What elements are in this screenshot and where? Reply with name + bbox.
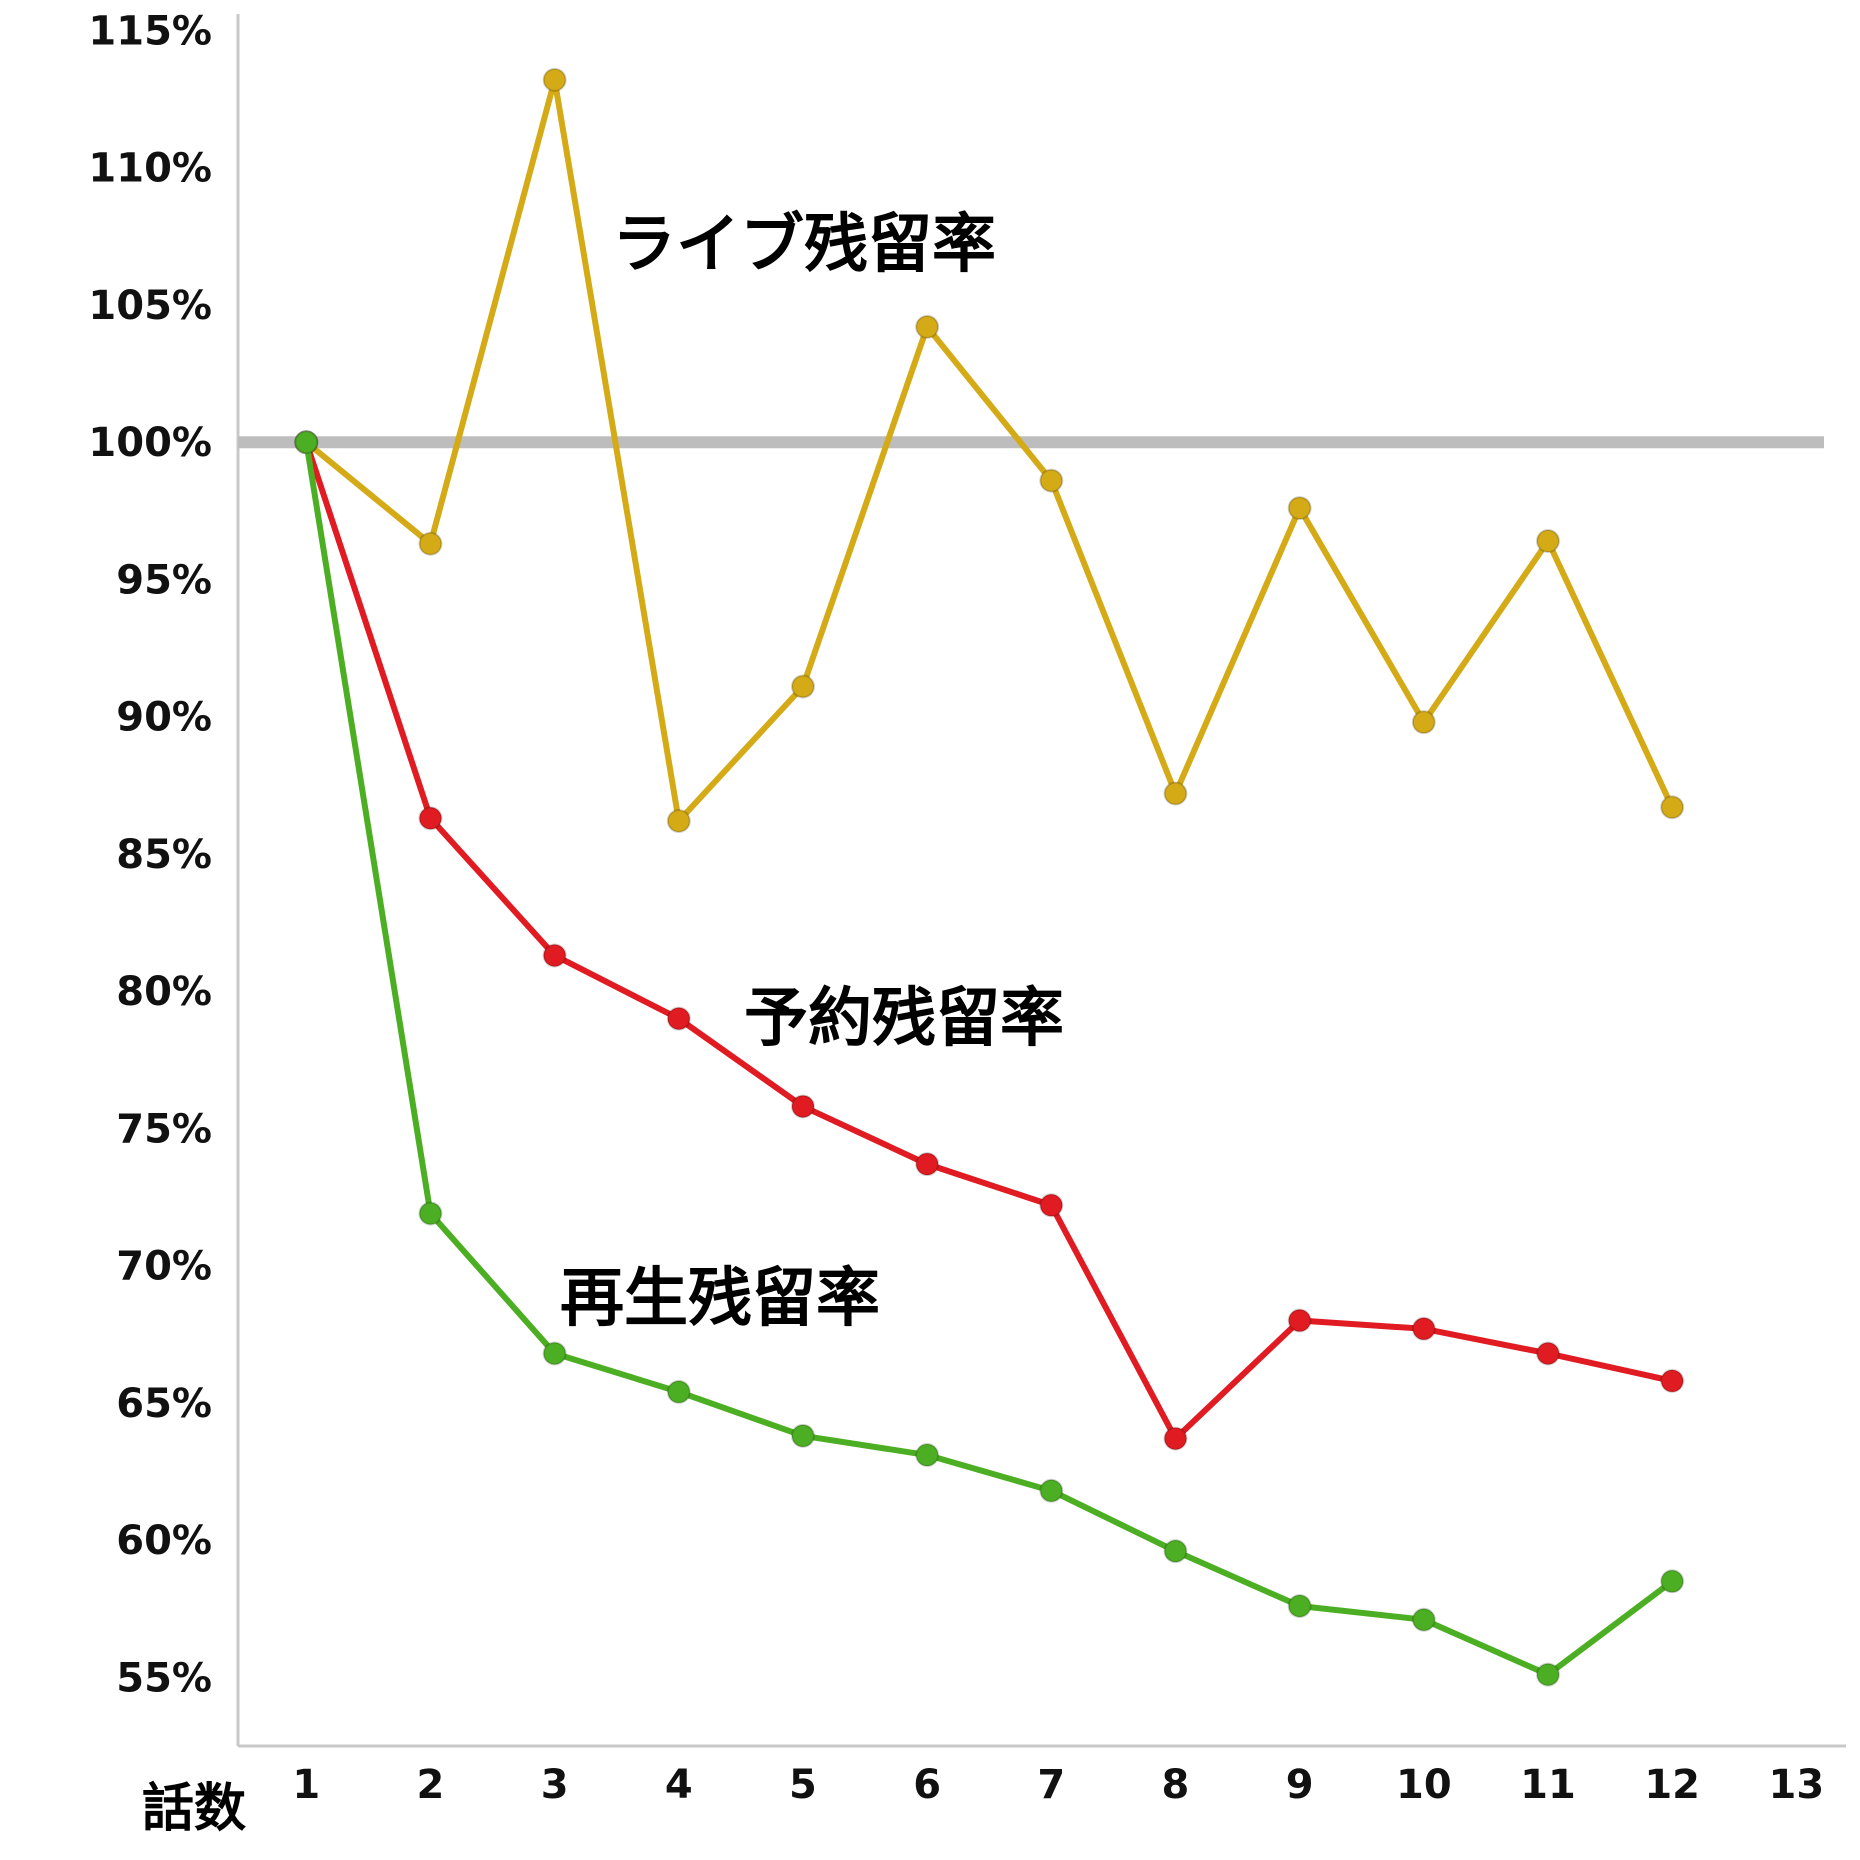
series-line-reservation	[303, 439, 1676, 1442]
y-tick-label: 115%	[88, 8, 212, 54]
data-point-playback	[1660, 1569, 1685, 1594]
data-point-live	[542, 67, 567, 92]
series-labels: ライブ残留率 予約残留率 再生残留率	[560, 208, 1064, 1336]
series-line-live	[303, 76, 1676, 824]
y-tick-label: 95%	[116, 557, 212, 603]
x-axis-title: 話数	[142, 1779, 246, 1839]
series-playback	[294, 430, 1685, 1687]
data-point-playback	[1039, 1478, 1064, 1503]
data-point-live	[418, 531, 443, 556]
data-point-live	[1535, 529, 1560, 554]
data-point-reservation	[915, 1152, 940, 1177]
x-tick-label: 5	[789, 1762, 817, 1808]
y-tick-label: 55%	[116, 1655, 212, 1701]
series-label-live: ライブ残留率	[612, 208, 996, 282]
data-point-reservation	[666, 1006, 691, 1031]
data-point-reservation	[1535, 1341, 1560, 1366]
series-label-playback: 再生残留率	[560, 1262, 880, 1336]
data-point-live	[1411, 710, 1436, 735]
x-tick-label: 4	[665, 1762, 693, 1808]
x-tick-label: 7	[1037, 1762, 1065, 1808]
x-tick-label: 13	[1768, 1762, 1824, 1808]
y-tick-label: 85%	[116, 832, 212, 878]
x-tick-label: 6	[913, 1762, 941, 1808]
data-point-playback	[1411, 1607, 1436, 1632]
data-point-playback	[1163, 1539, 1188, 1564]
data-point-live	[915, 314, 940, 339]
x-tick-label: 11	[1520, 1762, 1576, 1808]
y-tick-label: 105%	[88, 283, 212, 329]
data-point-playback	[542, 1341, 567, 1366]
x-tick-label: 3	[541, 1762, 569, 1808]
y-tick-label: 110%	[88, 146, 212, 192]
data-point-reservation	[1163, 1426, 1188, 1451]
data-point-reservation	[1287, 1308, 1312, 1333]
data-point-live	[1039, 468, 1064, 493]
y-tick-labels: 55% 60% 65% 70% 75% 80% 85% 90% 95% 100% 105% 110% 1…	[88, 8, 212, 1701]
x-tick-labels: 1 2 3 4 5 6 7 8 9 10 11 12 13	[292, 1762, 1824, 1808]
data-point-playback	[1287, 1594, 1312, 1619]
series-reservation	[294, 430, 1685, 1451]
data-point-reservation	[542, 943, 567, 968]
y-tick-label: 80%	[116, 969, 212, 1015]
data-point-live	[1163, 781, 1188, 806]
x-tick-label: 8	[1162, 1762, 1190, 1808]
data-point-playback	[1535, 1662, 1560, 1687]
y-tick-label: 70%	[116, 1244, 212, 1290]
y-tick-label: 90%	[116, 695, 212, 741]
data-point-playback	[294, 430, 319, 455]
data-point-playback	[666, 1379, 691, 1404]
axes	[236, 14, 1846, 1748]
data-point-live	[666, 808, 691, 833]
y-tick-label: 65%	[116, 1381, 212, 1427]
data-point-playback	[915, 1443, 940, 1468]
x-tick-label: 9	[1286, 1762, 1314, 1808]
data-point-playback	[790, 1423, 815, 1448]
data-point-live	[1660, 795, 1685, 820]
y-tick-label: 60%	[116, 1518, 212, 1564]
data-point-reservation	[1411, 1316, 1436, 1341]
data-point-reservation	[1660, 1368, 1685, 1393]
data-point-reservation	[1039, 1193, 1064, 1218]
data-point-reservation	[418, 806, 443, 831]
y-tick-label: 100%	[88, 420, 212, 466]
x-tick-label: 1	[292, 1762, 320, 1808]
series-group	[294, 67, 1685, 1687]
data-point-playback	[418, 1201, 443, 1226]
x-tick-label: 10	[1396, 1762, 1452, 1808]
x-tick-label: 2	[417, 1762, 445, 1808]
x-tick-label: 12	[1644, 1762, 1700, 1808]
data-point-live	[790, 674, 815, 699]
data-point-reservation	[790, 1094, 815, 1119]
series-line-playback	[303, 439, 1676, 1678]
y-tick-label: 75%	[116, 1106, 212, 1152]
series-label-reservation: 予約残留率	[744, 982, 1064, 1056]
series-live	[294, 67, 1685, 833]
data-point-live	[1287, 496, 1312, 521]
